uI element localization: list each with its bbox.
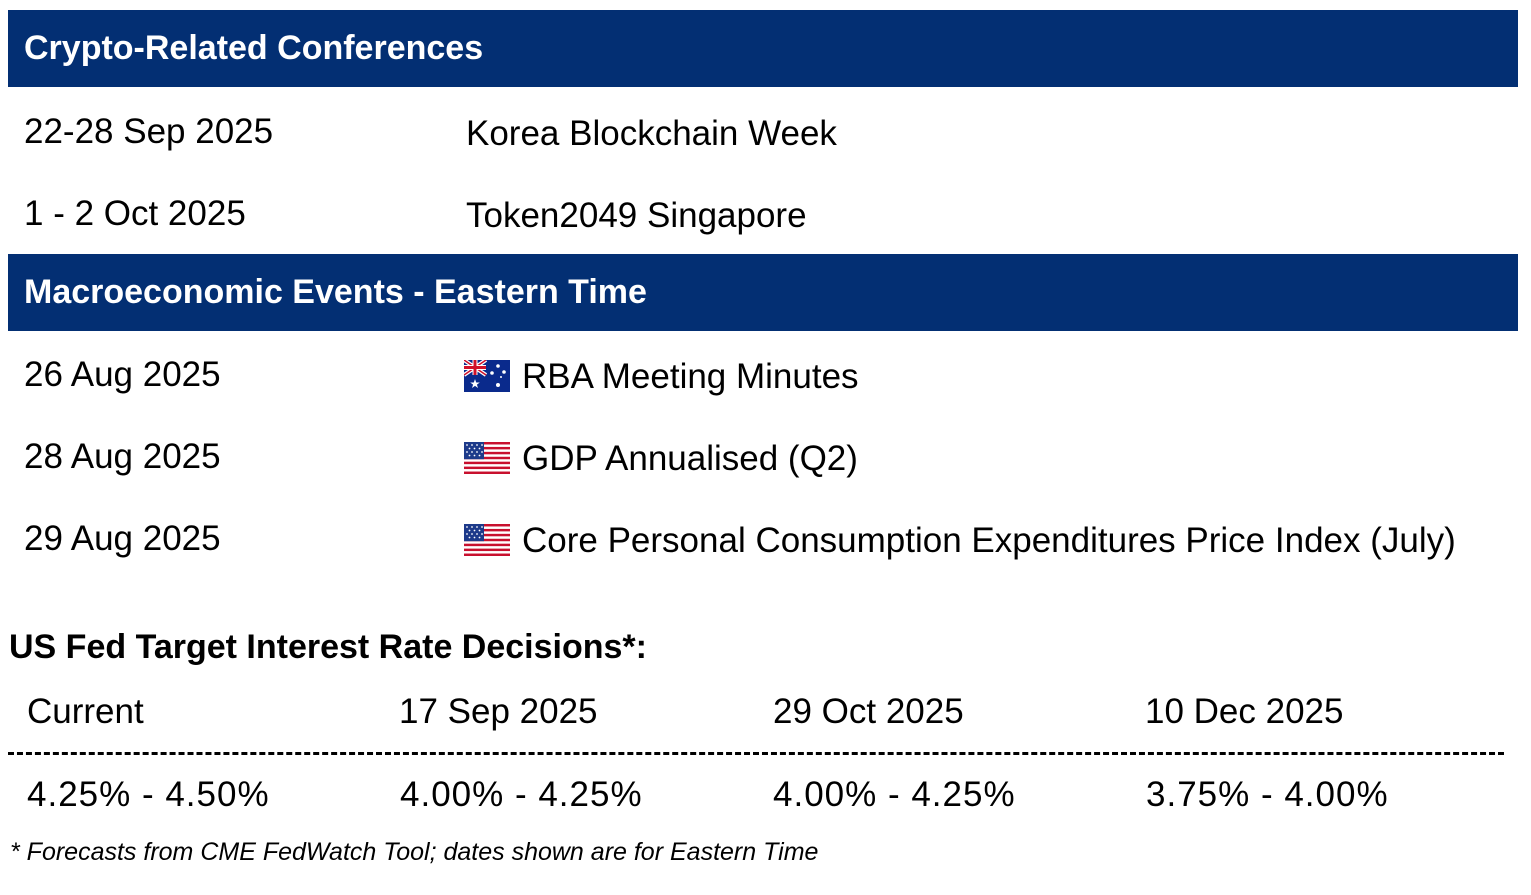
conference-date: 22-28 Sep 2025 xyxy=(24,112,274,151)
footnote: * Forecasts from CME FedWatch Tool; date… xyxy=(10,838,819,866)
conference-name: Korea Blockchain Week xyxy=(466,114,837,153)
dashed-divider xyxy=(8,752,1504,755)
macro-event-label: Core Personal Consumption Expenditures P… xyxy=(522,521,1456,560)
conferences-title: Crypto-Related Conferences xyxy=(24,29,484,67)
us-flag-icon xyxy=(464,442,510,474)
conference-date: 1 - 2 Oct 2025 xyxy=(24,194,246,233)
macro-event-label: GDP Annualised (Q2) xyxy=(522,439,858,478)
fed-column-header: 29 Oct 2025 xyxy=(773,692,964,731)
australia-flag-icon xyxy=(464,360,510,392)
macro-event: Core Personal Consumption Expenditures P… xyxy=(464,519,1494,563)
us-flag-icon xyxy=(464,524,510,556)
macro-event-label: RBA Meeting Minutes xyxy=(522,357,859,396)
macro-date: 26 Aug 2025 xyxy=(24,355,221,394)
macro-event: GDP Annualised (Q2) xyxy=(464,437,1494,481)
fed-title: US Fed Target Interest Rate Decisions*: xyxy=(9,628,647,666)
macro-title: Macroeconomic Events - Eastern Time xyxy=(24,273,647,311)
macro-event: RBA Meeting Minutes xyxy=(464,355,1494,399)
fed-rate-value: 4.00% - 4.25% xyxy=(773,775,1016,814)
conferences-header: Crypto-Related Conferences xyxy=(8,10,1518,87)
conference-name: Token2049 Singapore xyxy=(466,196,807,235)
macro-date: 28 Aug 2025 xyxy=(24,437,221,476)
fed-rate-value: 4.00% - 4.25% xyxy=(400,775,643,814)
fed-rate-value: 4.25% - 4.50% xyxy=(27,775,270,814)
fed-column-header: 17 Sep 2025 xyxy=(399,692,598,731)
fed-rate-value: 3.75% - 4.00% xyxy=(1146,775,1389,814)
fed-column-header: 10 Dec 2025 xyxy=(1145,692,1344,731)
macro-date: 29 Aug 2025 xyxy=(24,519,221,558)
fed-column-header: Current xyxy=(27,692,144,731)
macro-header: Macroeconomic Events - Eastern Time xyxy=(8,254,1518,331)
